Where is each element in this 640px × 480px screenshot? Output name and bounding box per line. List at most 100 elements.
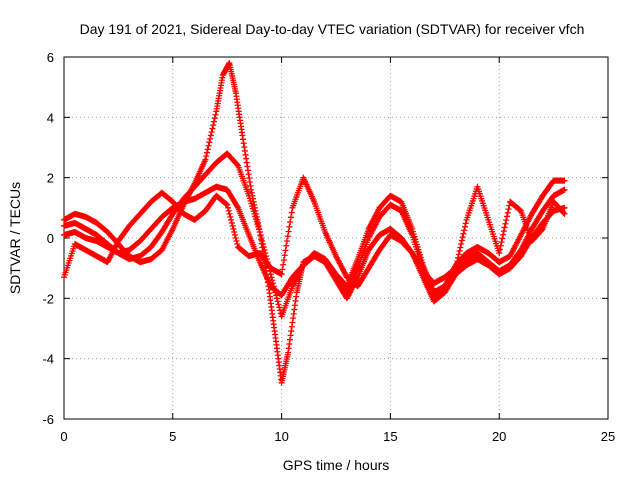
data-point — [503, 217, 510, 224]
data-point — [234, 241, 241, 248]
data-point — [278, 271, 285, 278]
data-point — [280, 256, 287, 263]
x-tick-label: 10 — [274, 429, 288, 444]
data-point — [259, 238, 266, 245]
data-point — [259, 241, 266, 248]
data-point — [496, 250, 503, 257]
data-point — [284, 238, 291, 245]
data-point — [204, 146, 211, 153]
data-point — [233, 238, 240, 245]
data-point — [212, 111, 219, 118]
y-tick-label: -4 — [42, 352, 54, 367]
data-point — [496, 246, 503, 253]
y-tick-label: 2 — [47, 171, 54, 186]
series-track-b — [61, 150, 568, 320]
data-point — [460, 230, 467, 237]
data-point — [275, 301, 282, 308]
data-point — [207, 135, 214, 142]
data-point — [499, 235, 506, 242]
data-point — [231, 231, 238, 238]
data-point — [207, 132, 214, 139]
data-point — [561, 210, 568, 217]
x-tick-label: 20 — [492, 429, 506, 444]
data-point — [262, 250, 269, 257]
data-point — [211, 115, 218, 122]
data-point — [287, 214, 294, 221]
data-point — [267, 271, 274, 278]
data-point — [257, 231, 264, 238]
data-point — [561, 204, 568, 211]
data-point — [503, 213, 510, 220]
data-point — [502, 220, 509, 227]
data-point — [224, 201, 231, 208]
series-track-d — [61, 174, 568, 290]
data-point — [281, 252, 288, 259]
data-point — [228, 216, 235, 223]
data-point — [462, 220, 469, 227]
data-point — [234, 161, 241, 168]
data-point — [226, 210, 233, 217]
data-point — [203, 149, 210, 156]
y-tick-label: -2 — [42, 291, 54, 306]
data-point — [498, 239, 505, 246]
data-point — [228, 219, 235, 226]
y-axis-title: SDTVAR / TECUs — [7, 182, 23, 294]
data-point — [283, 242, 290, 249]
data-point — [461, 227, 468, 234]
data-point — [230, 225, 237, 232]
y-tick-label: 4 — [47, 110, 54, 125]
x-tick-label: 0 — [60, 429, 67, 444]
data-point — [500, 231, 507, 238]
x-tick-label: 15 — [383, 429, 397, 444]
data-point — [206, 139, 213, 146]
data-point — [208, 128, 215, 135]
data-point — [288, 209, 295, 216]
data-point — [455, 251, 462, 258]
x-tick-label: 25 — [601, 429, 615, 444]
y-tick-label: 0 — [47, 231, 54, 246]
data-point — [279, 266, 286, 273]
data-points — [61, 60, 568, 386]
data-point — [229, 222, 236, 229]
data-point — [227, 213, 234, 220]
data-point — [210, 118, 217, 125]
data-point — [258, 235, 265, 241]
data-point — [273, 295, 280, 302]
y-tick-label: 6 — [47, 50, 54, 65]
data-point — [500, 228, 507, 235]
data-point — [504, 209, 511, 216]
data-point — [203, 153, 210, 160]
data-point — [231, 228, 238, 235]
data-point — [209, 125, 216, 132]
data-point — [280, 261, 287, 268]
chart-title: Day 191 of 2021, Sidereal Day-to-day VTE… — [80, 21, 585, 37]
data-point — [261, 247, 268, 254]
data-point — [256, 228, 263, 235]
data-point — [234, 203, 241, 210]
data-point — [225, 207, 232, 214]
data-point — [224, 204, 231, 211]
data-point — [453, 261, 460, 268]
data-point — [269, 277, 276, 284]
data-point — [458, 241, 465, 248]
data-point — [458, 237, 465, 244]
data-point — [205, 142, 212, 149]
data-point — [560, 210, 567, 217]
axis-ticks: 0 5 10 15 20 25 -6 -4 -2 0 2 4 6 — [42, 50, 615, 444]
data-point — [561, 177, 568, 184]
data-point — [454, 258, 461, 265]
data-point — [232, 235, 239, 241]
data-point — [462, 223, 469, 230]
data-point — [501, 224, 508, 231]
data-point — [457, 244, 464, 251]
data-point — [284, 233, 291, 240]
data-point — [497, 242, 504, 249]
data-point — [455, 254, 462, 261]
x-axis-title: GPS time / hours — [283, 457, 390, 473]
data-point — [505, 206, 512, 213]
data-point — [456, 247, 463, 254]
data-point — [459, 234, 466, 241]
data-point — [202, 156, 209, 163]
data-point — [561, 186, 568, 193]
